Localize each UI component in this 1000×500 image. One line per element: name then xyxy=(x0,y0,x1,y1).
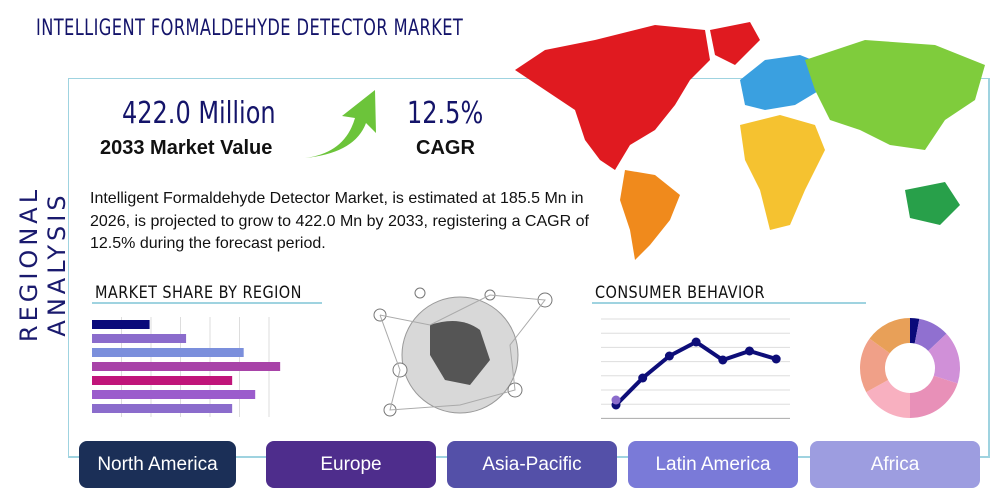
consumer-line-chart xyxy=(601,318,790,419)
data-point xyxy=(718,355,728,365)
cagr-label: CAGR xyxy=(416,137,475,159)
map-south-america xyxy=(620,170,680,260)
donut-slice xyxy=(860,338,890,393)
map-europe xyxy=(740,55,825,110)
data-point xyxy=(664,351,674,361)
map-north-america xyxy=(515,25,710,170)
consumer-behavior-heading: CONSUMER BEHAVIOR xyxy=(595,283,765,303)
donut-slice xyxy=(928,333,960,384)
consumer-donut-chart xyxy=(860,318,960,418)
page-title: INTELLIGENT FORMALDEHYDE DETECTOR MARKET xyxy=(36,16,464,41)
data-point xyxy=(638,373,648,383)
donut-slice xyxy=(910,375,958,418)
market-share-bar-chart xyxy=(92,317,281,417)
donut-slice xyxy=(869,318,910,354)
data-point xyxy=(611,395,621,405)
bar xyxy=(92,320,150,329)
heading-underline xyxy=(92,302,322,304)
bar xyxy=(92,362,281,371)
data-point xyxy=(691,337,701,347)
donut-slice xyxy=(866,380,910,418)
heading-underline xyxy=(592,302,866,304)
region-asia-pacific-button[interactable]: Asia-Pacific xyxy=(447,441,617,488)
map-asia xyxy=(805,40,985,150)
description: Intelligent Formaldehyde Detector Market… xyxy=(90,190,589,252)
bar xyxy=(92,390,256,399)
region-europe-button[interactable]: Europe xyxy=(266,441,436,488)
side-label: REGIONAL ANALYSIS xyxy=(15,185,71,343)
growth-arrow-icon xyxy=(305,90,376,158)
donut-slice xyxy=(910,318,920,344)
bar xyxy=(92,376,233,385)
market-share-heading: MARKET SHARE BY REGION xyxy=(95,283,302,303)
bar xyxy=(92,348,244,357)
frame-right xyxy=(988,78,990,458)
market-value: 422.0 Million xyxy=(122,96,276,131)
network-globe-image xyxy=(373,287,553,417)
data-point xyxy=(745,346,754,356)
region-latin-america-button[interactable]: Latin America xyxy=(628,441,798,488)
map-africa xyxy=(740,115,825,230)
world-map xyxy=(515,22,985,260)
region-africa-button[interactable]: Africa xyxy=(810,441,980,488)
cagr-value: 12.5% xyxy=(407,96,484,131)
region-north-america-button[interactable]: North America xyxy=(79,441,236,488)
bar xyxy=(92,404,233,413)
bar xyxy=(92,334,187,343)
donut-slice xyxy=(914,318,947,351)
map-greenland xyxy=(710,22,760,65)
map-oceania xyxy=(905,182,960,225)
market-value-label: 2033 Market Value xyxy=(100,137,273,159)
data-point xyxy=(771,354,781,364)
